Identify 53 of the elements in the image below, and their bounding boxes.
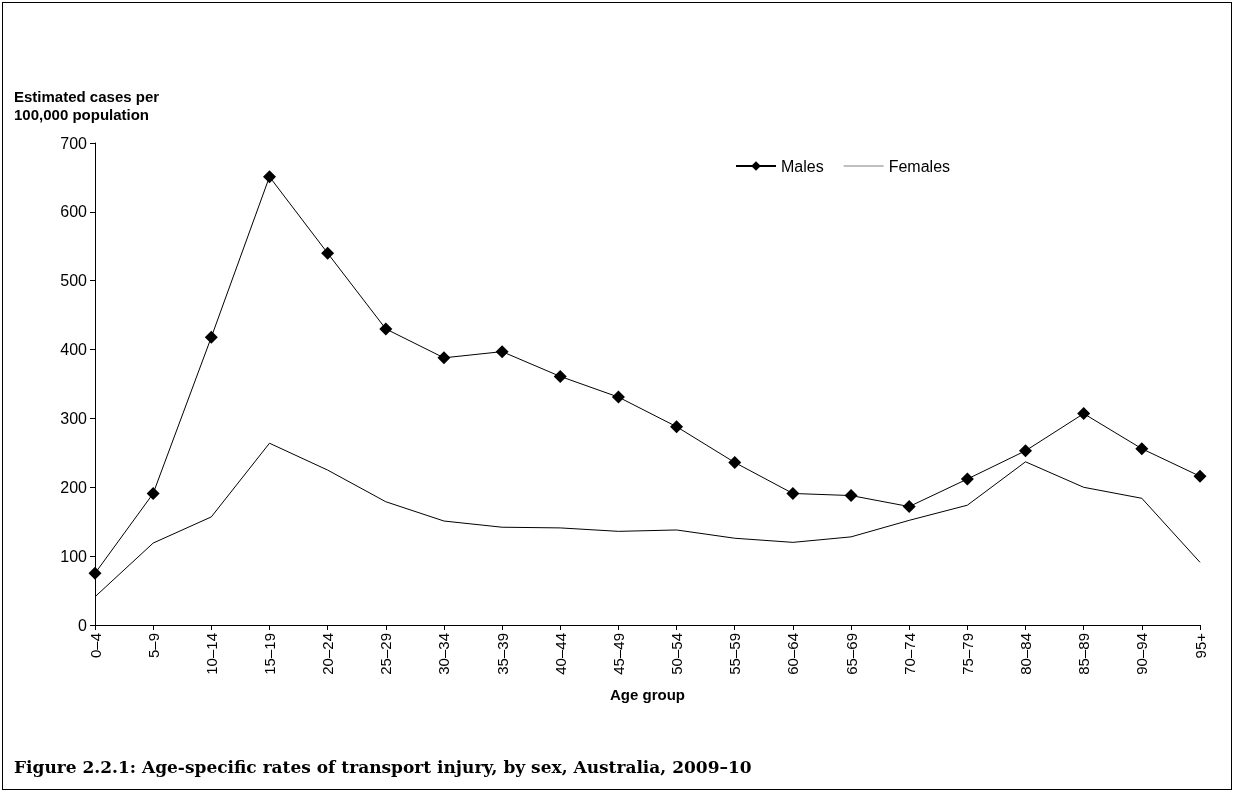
y-tick-label: 600 xyxy=(60,203,88,221)
point xyxy=(204,330,218,344)
point xyxy=(670,420,684,434)
x-tick-label: 35–39 xyxy=(493,633,511,675)
legend-label: Males xyxy=(781,157,824,175)
legend-label: Females xyxy=(888,157,951,175)
x-tick-label: 5–9 xyxy=(144,633,162,659)
point xyxy=(844,489,858,503)
point xyxy=(1077,407,1091,421)
x-axis-title: Age group xyxy=(610,686,685,703)
x-tick-label: 55–59 xyxy=(726,633,744,675)
x-tick-label: 75–79 xyxy=(958,633,976,675)
x-tick-label: 20–24 xyxy=(319,633,337,675)
y-tick-label: 300 xyxy=(60,409,88,427)
x-tick-label: 45–49 xyxy=(609,633,627,675)
point xyxy=(146,486,160,500)
point xyxy=(553,369,567,383)
y-tick-label: 500 xyxy=(60,272,88,290)
x-tick-label: 0–4 xyxy=(86,633,104,659)
point xyxy=(437,351,451,365)
point xyxy=(1019,444,1033,458)
y-tick-label: 200 xyxy=(60,478,88,496)
x-tick-label: 40–44 xyxy=(551,633,569,675)
point xyxy=(495,345,509,359)
x-tick-label: 15–19 xyxy=(260,633,278,675)
point xyxy=(960,472,974,486)
point xyxy=(1135,442,1149,456)
point xyxy=(611,390,625,404)
x-tick-label: 25–29 xyxy=(377,633,395,675)
y-tick-label: 400 xyxy=(60,341,88,359)
x-tick-label: 95+ xyxy=(1191,632,1209,659)
y-tick-label: 700 xyxy=(60,134,88,152)
point xyxy=(379,322,393,336)
x-tick-label: 90–94 xyxy=(1133,633,1151,675)
point xyxy=(88,566,102,580)
x-tick-label: 70–74 xyxy=(900,633,918,675)
x-tick-label: 60–64 xyxy=(784,633,802,675)
point xyxy=(262,170,276,184)
point xyxy=(728,456,742,469)
point xyxy=(902,500,916,514)
x-tick-label: 50–54 xyxy=(668,633,686,675)
x-tick-label: 10–14 xyxy=(202,633,220,675)
point xyxy=(321,246,335,260)
x-tick-label: 65–69 xyxy=(842,633,860,675)
x-tick-label: 80–84 xyxy=(1017,633,1035,675)
y-axis-title: Estimated cases per 100,000 population xyxy=(14,88,161,124)
x-tick-label: 30–34 xyxy=(435,633,453,675)
y-tick-label: 100 xyxy=(60,547,88,565)
y-tick-label: 0 xyxy=(78,616,88,634)
text: Figure 2.2.1: Age-specific rates of transport injury, by sex, Australia, 2009–10 xyxy=(14,757,752,777)
point xyxy=(786,486,800,500)
x-tick-label: 85–89 xyxy=(1075,633,1093,675)
point xyxy=(1193,469,1207,483)
